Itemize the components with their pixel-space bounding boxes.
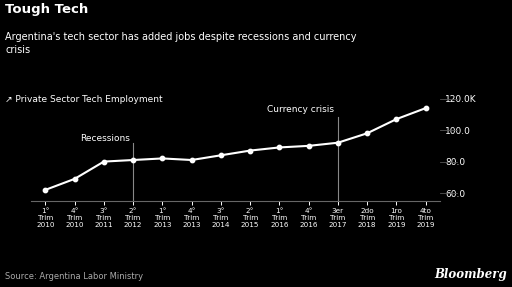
Text: Source: Argentina Labor Ministry: Source: Argentina Labor Ministry bbox=[5, 272, 143, 281]
Point bbox=[363, 131, 371, 135]
Text: Recessions: Recessions bbox=[80, 134, 130, 143]
Text: Tough Tech: Tough Tech bbox=[5, 3, 89, 16]
Point bbox=[305, 144, 313, 148]
Point bbox=[158, 156, 166, 161]
Point bbox=[129, 158, 137, 162]
Point bbox=[217, 153, 225, 158]
Point bbox=[187, 158, 196, 162]
Point bbox=[41, 188, 50, 192]
Point bbox=[392, 117, 400, 121]
Point bbox=[275, 145, 284, 150]
Text: Currency crisis: Currency crisis bbox=[267, 105, 333, 115]
Point bbox=[421, 106, 430, 110]
Point bbox=[71, 177, 79, 181]
Text: ↗ Private Sector Tech Employment: ↗ Private Sector Tech Employment bbox=[5, 95, 163, 104]
Text: Argentina's tech sector has added jobs despite recessions and currency
crisis: Argentina's tech sector has added jobs d… bbox=[5, 32, 357, 55]
Point bbox=[100, 159, 108, 164]
Point bbox=[246, 148, 254, 153]
Point bbox=[334, 140, 342, 145]
Text: Bloomberg: Bloomberg bbox=[434, 268, 507, 281]
